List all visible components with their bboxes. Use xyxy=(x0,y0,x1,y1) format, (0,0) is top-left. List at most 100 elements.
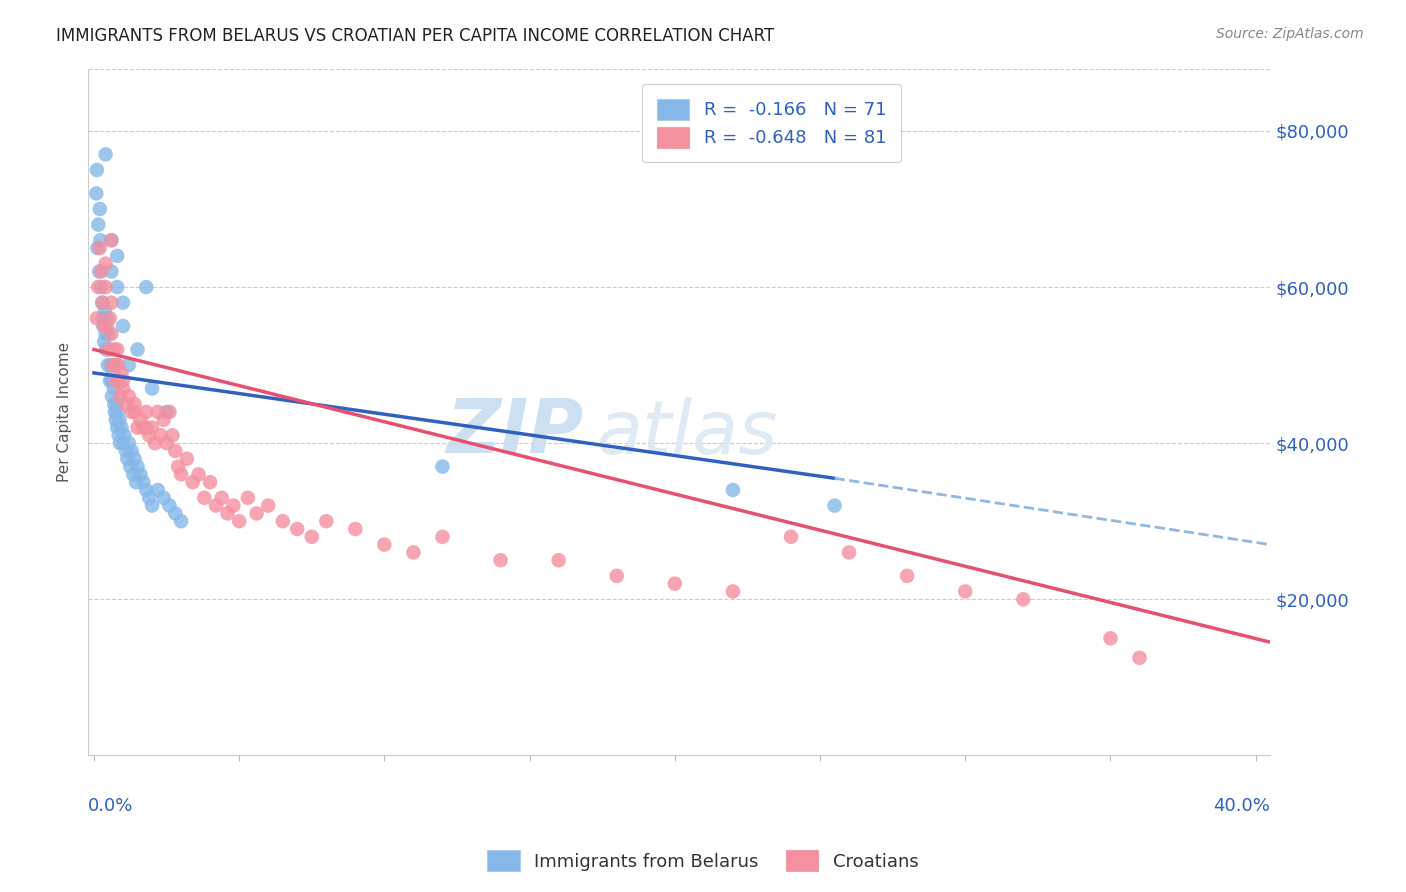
Point xyxy=(271,514,294,528)
Point xyxy=(138,428,160,442)
Point xyxy=(90,280,112,294)
Point xyxy=(96,319,118,334)
Point xyxy=(315,514,337,528)
Point xyxy=(105,280,128,294)
Point xyxy=(301,530,323,544)
Point xyxy=(108,389,131,403)
Point xyxy=(167,459,190,474)
Point xyxy=(143,436,166,450)
Text: atlas: atlas xyxy=(596,397,778,468)
Point xyxy=(1099,632,1122,646)
Point xyxy=(217,507,239,521)
Point xyxy=(103,343,125,357)
Point xyxy=(110,366,132,380)
Point xyxy=(105,358,128,372)
Point xyxy=(111,319,134,334)
Point xyxy=(198,475,221,490)
Point xyxy=(152,491,174,505)
Point xyxy=(165,444,187,458)
Point xyxy=(373,538,395,552)
Point xyxy=(111,382,134,396)
Point xyxy=(432,459,454,474)
Point xyxy=(100,374,122,388)
Point xyxy=(127,420,149,434)
Point xyxy=(152,413,174,427)
Point xyxy=(87,218,110,232)
Point xyxy=(138,491,160,505)
Point xyxy=(98,311,121,326)
Point xyxy=(115,397,138,411)
Point xyxy=(104,374,127,388)
Point xyxy=(170,467,193,482)
Point xyxy=(105,420,128,434)
Point xyxy=(105,343,128,357)
Point xyxy=(117,451,139,466)
Point xyxy=(124,397,146,411)
Point xyxy=(94,303,117,318)
Point xyxy=(105,397,128,411)
Point xyxy=(86,163,108,178)
Point xyxy=(84,186,107,201)
Point xyxy=(124,405,146,419)
Point xyxy=(93,319,115,334)
Point xyxy=(89,233,111,247)
Point xyxy=(120,459,142,474)
Point xyxy=(101,358,124,372)
Point xyxy=(257,499,280,513)
Point xyxy=(86,241,108,255)
Point xyxy=(159,405,181,419)
Point xyxy=(91,319,114,334)
Point xyxy=(97,358,120,372)
Point xyxy=(896,569,918,583)
Point xyxy=(176,451,198,466)
Point xyxy=(98,374,121,388)
Point xyxy=(94,280,117,294)
Point xyxy=(100,264,122,278)
Point xyxy=(181,475,204,490)
Point xyxy=(107,374,129,388)
Point xyxy=(721,584,744,599)
Point xyxy=(129,467,152,482)
Point xyxy=(344,522,367,536)
Point xyxy=(780,530,803,544)
Point xyxy=(285,522,308,536)
Point xyxy=(107,405,129,419)
Point xyxy=(108,413,131,427)
Point xyxy=(132,475,155,490)
Point xyxy=(98,343,121,357)
Point xyxy=(129,413,152,427)
Point xyxy=(124,451,146,466)
Point xyxy=(91,295,114,310)
Point xyxy=(100,358,122,372)
Point xyxy=(101,389,124,403)
Point xyxy=(1012,592,1035,607)
Point xyxy=(89,264,111,278)
Point xyxy=(211,491,233,505)
Point xyxy=(165,507,187,521)
Point xyxy=(118,436,141,450)
Point xyxy=(236,491,259,505)
Point xyxy=(132,420,155,434)
Point xyxy=(89,202,111,216)
Point xyxy=(108,436,131,450)
Legend: Immigrants from Belarus, Croatians: Immigrants from Belarus, Croatians xyxy=(481,843,925,879)
Point xyxy=(100,233,122,247)
Point xyxy=(107,428,129,442)
Point xyxy=(127,343,149,357)
Point xyxy=(402,545,425,559)
Point xyxy=(606,569,628,583)
Point xyxy=(110,420,132,434)
Y-axis label: Per Capita Income: Per Capita Income xyxy=(58,342,72,482)
Text: 0.0%: 0.0% xyxy=(89,797,134,814)
Point xyxy=(170,514,193,528)
Point xyxy=(111,374,134,388)
Point xyxy=(135,420,157,434)
Point xyxy=(159,499,181,513)
Point xyxy=(122,467,145,482)
Point xyxy=(664,576,686,591)
Point xyxy=(824,499,846,513)
Point xyxy=(86,311,108,326)
Point xyxy=(96,311,118,326)
Point xyxy=(103,382,125,396)
Point xyxy=(135,405,157,419)
